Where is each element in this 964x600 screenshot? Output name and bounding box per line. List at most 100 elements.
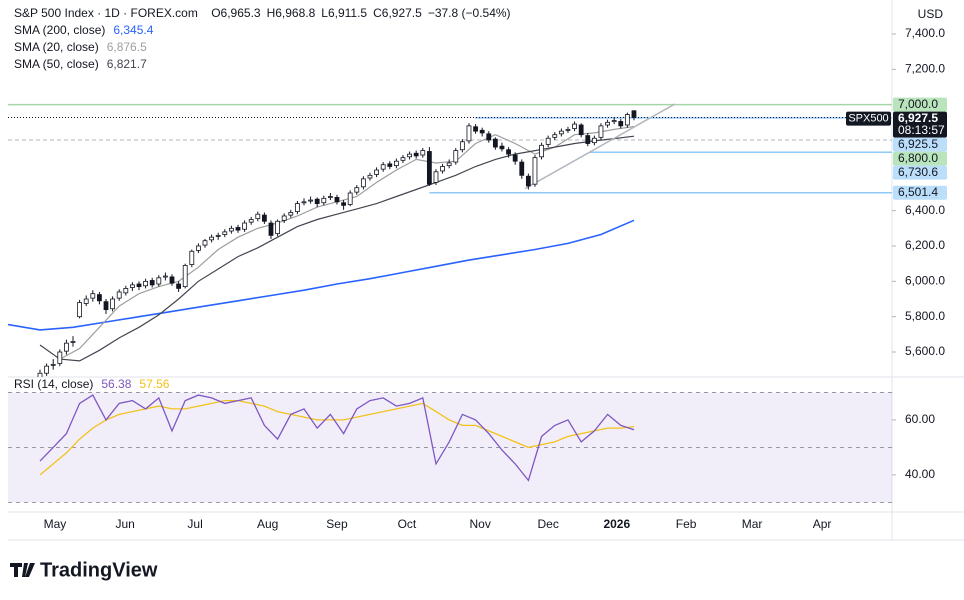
candle-body [413, 152, 419, 157]
candle-body [539, 144, 544, 158]
candle-body [235, 227, 241, 231]
currency[interactable]: USD [918, 7, 944, 21]
candle-body [242, 222, 247, 230]
indicator-name: SMA (20, close) [14, 40, 99, 54]
candle-body [37, 372, 43, 377]
level-label-box [893, 151, 947, 166]
sma-line [8, 219, 635, 331]
candle-body [110, 298, 116, 310]
candle-body [275, 220, 280, 235]
rsi-title: RSI (14, close) [14, 377, 93, 391]
candle-body [347, 192, 353, 205]
candle-body [354, 187, 360, 193]
symbol-label: SPX500 [848, 113, 888, 125]
last-price-box [893, 111, 947, 138]
level-label: 7,000.0 [898, 97, 938, 111]
rsi-pane [8, 391, 892, 503]
candle-body [433, 171, 439, 183]
candle-body [519, 161, 525, 176]
trendline [524, 103, 676, 190]
symbol-box [846, 111, 891, 126]
y-tick-label: 6,000.0 [905, 274, 945, 288]
rsi-line [39, 399, 635, 476]
candle-body [50, 363, 56, 366]
candle-body [77, 302, 83, 318]
level-label: 6,925.5 [898, 137, 938, 151]
candle-body [393, 160, 399, 167]
candle-body [156, 277, 162, 285]
candle-body [64, 342, 69, 352]
candle-body [189, 250, 195, 265]
x-tick-label: Mar [742, 517, 763, 531]
candle-body [374, 169, 379, 175]
candle-body [407, 153, 412, 158]
candle-body [400, 157, 406, 161]
candle-body [459, 141, 465, 151]
candle-body [572, 123, 577, 129]
logo-icon [10, 563, 35, 577]
indicator-value: 6,821.7 [107, 57, 147, 71]
candle-body [149, 280, 155, 286]
candle-body [387, 163, 393, 167]
candle-body [314, 198, 320, 205]
candle-body [466, 125, 472, 142]
candle-body [136, 283, 142, 288]
x-tick-label: Nov [470, 517, 491, 531]
rsi-value: 56.38 [101, 377, 131, 391]
candle-body [308, 199, 313, 202]
sma-line [39, 135, 635, 362]
candle-body [598, 125, 604, 138]
candle-body [565, 129, 571, 131]
candle-body [294, 203, 300, 212]
candle-body [499, 145, 505, 150]
x-tick-label: Jun [115, 517, 134, 531]
candle-body [618, 121, 624, 127]
last-price-label: 6,927.5 [898, 111, 938, 125]
x-tick-label: Aug [257, 517, 278, 531]
candle-body [176, 283, 181, 289]
x-tick-label: Oct [398, 517, 417, 531]
candle-body [130, 284, 135, 288]
level-label-box [893, 97, 947, 112]
candle-body [420, 150, 426, 156]
candle-body [222, 231, 228, 235]
y-tick-label: 6,200.0 [905, 238, 945, 252]
candle-body [195, 245, 201, 251]
level-label: 6,800.0 [898, 151, 938, 165]
candle-body [327, 196, 333, 198]
level-label: 6,501.4 [898, 185, 938, 199]
candle-body [611, 120, 617, 122]
indicator-value: 6,876.5 [107, 40, 147, 54]
candle-body [228, 227, 234, 232]
candle-body [143, 280, 148, 287]
ohlc-value: H6,968.8 [267, 6, 316, 20]
candle-body [70, 341, 76, 343]
sma-line [59, 125, 635, 360]
candle-body [512, 154, 518, 162]
indicator-legend: SMA (200, close) 6,345.4 [14, 23, 154, 37]
candle-body [301, 201, 307, 204]
ohlc-value: L6,911.5 [321, 6, 367, 20]
candle-body [446, 162, 452, 167]
x-tick-label: 2026 [603, 517, 630, 531]
x-tick-label: Jul [187, 517, 202, 531]
symbol-title: S&P 500 Index · 1D · FOREX.com [14, 6, 198, 20]
candle-body [605, 121, 610, 126]
candle-body [591, 137, 597, 144]
candle-body [57, 351, 63, 364]
candle-body [215, 235, 221, 237]
candle-body [473, 126, 478, 132]
candle-body [624, 114, 630, 126]
y-tick-label: 5,800.0 [905, 309, 945, 323]
indicator-legend: SMA (20, close) 6,876.5 [14, 40, 147, 54]
price-pane [8, 103, 892, 377]
level-label: 6,730.6 [898, 165, 938, 179]
candle-body [426, 151, 432, 185]
candle-body [558, 130, 564, 135]
rsi-y-tick-label: 40.00 [905, 467, 935, 481]
countdown: 08:13:57 [898, 123, 945, 137]
candle-body [248, 219, 254, 223]
ohlc-value: −37.8 (−0.54%) [428, 6, 511, 20]
candle-body [360, 178, 366, 188]
